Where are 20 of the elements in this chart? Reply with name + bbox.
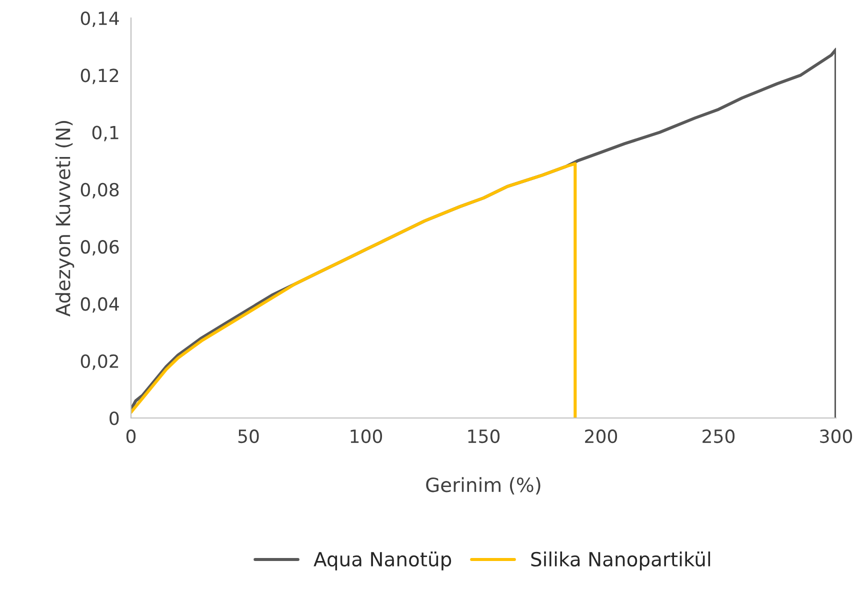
y-tick-label: 0,02 — [80, 354, 118, 370]
y-tick-label: 0,04 — [80, 297, 119, 313]
y-tick-label: 0,14 — [80, 11, 119, 27]
legend-label: Silika Nanopartikül — [531, 552, 710, 570]
x-tick-label: 0 — [126, 429, 136, 444]
x-tick-label: 300 — [820, 429, 852, 444]
line-series — [131, 162, 577, 418]
y-tick-label: 0,1 — [92, 126, 118, 142]
y-tick-label: 0,08 — [80, 182, 119, 198]
y-tick-label: 0,06 — [80, 240, 119, 256]
x-tick-label: 150 — [468, 429, 500, 444]
y-tick-label: 0,12 — [80, 68, 118, 84]
x-axis-title: Gerinim (%) — [426, 477, 540, 494]
y-axis-title: Adezyon Kuvveti (N) — [55, 120, 74, 317]
x-tick-label: 250 — [702, 429, 735, 444]
y-tick-label: 0 — [110, 411, 119, 426]
legend-label: Aqua Nanotüp — [314, 552, 452, 570]
x-tick-label: 200 — [585, 429, 618, 444]
x-tick-label: 50 — [238, 429, 259, 444]
x-tick-label: 100 — [350, 429, 382, 444]
